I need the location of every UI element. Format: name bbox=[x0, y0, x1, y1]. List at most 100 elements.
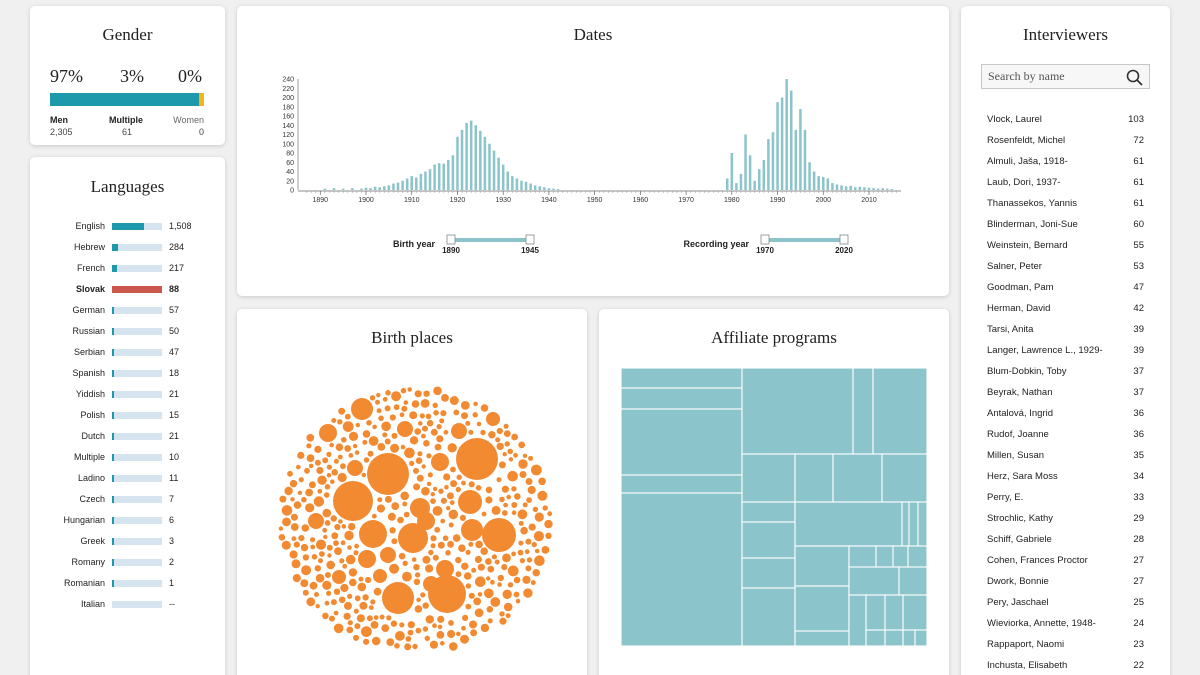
birth-place-bubble[interactable] bbox=[300, 543, 309, 552]
birth-place-bubble[interactable] bbox=[413, 467, 419, 474]
birth-place-bubble[interactable] bbox=[447, 443, 457, 453]
birth-place-bubble[interactable] bbox=[382, 582, 414, 614]
birth-place-bubble[interactable] bbox=[389, 563, 400, 574]
birth-place-bubble[interactable] bbox=[496, 442, 504, 451]
birth-place-bubble[interactable] bbox=[436, 424, 442, 430]
birth-place-bubble[interactable] bbox=[393, 404, 400, 411]
birth-place-bubble[interactable] bbox=[381, 421, 391, 432]
birth-place-bubble[interactable] bbox=[461, 625, 466, 631]
birth-place-bubble[interactable] bbox=[429, 640, 438, 649]
birth-place-bubble[interactable] bbox=[348, 453, 354, 458]
birth-place-bubble[interactable] bbox=[290, 513, 298, 521]
birth-place-bubble[interactable] bbox=[302, 589, 309, 596]
birth-place-bubble[interactable] bbox=[443, 473, 451, 481]
birth-place-bubble[interactable] bbox=[523, 588, 533, 598]
birth-place-bubble[interactable] bbox=[520, 526, 528, 535]
birth-place-bubble[interactable] bbox=[488, 431, 496, 439]
birth-place-bubble[interactable] bbox=[290, 523, 299, 531]
birth-place-bubble[interactable] bbox=[432, 554, 439, 561]
birth-place-bubble[interactable] bbox=[338, 519, 343, 524]
language-row[interactable]: Slovak 88 bbox=[30, 282, 225, 296]
birth-place-bubble[interactable] bbox=[526, 557, 533, 563]
birth-place-bubble[interactable] bbox=[409, 411, 418, 420]
language-row[interactable]: English 1,508 bbox=[30, 219, 225, 233]
birth-place-bubble[interactable] bbox=[354, 595, 361, 602]
birth-place-bubble[interactable] bbox=[347, 593, 353, 599]
birth-place-bubble[interactable] bbox=[319, 424, 337, 442]
birth-place-bubble[interactable] bbox=[395, 631, 405, 641]
birth-place-bubble[interactable] bbox=[514, 493, 521, 500]
birth-place-bubble[interactable] bbox=[373, 569, 387, 583]
birth-place-bubble[interactable] bbox=[326, 560, 335, 570]
interviewer-row[interactable]: Salner, Peter 53 bbox=[987, 259, 1144, 275]
interviewer-row[interactable]: Rosenfeldt, Michel 72 bbox=[987, 133, 1144, 149]
treemap-cell[interactable] bbox=[620, 474, 743, 494]
birth-place-bubble[interactable] bbox=[340, 540, 346, 546]
birth-place-bubble[interactable] bbox=[502, 589, 512, 599]
birth-place-bubble[interactable] bbox=[330, 515, 337, 522]
birth-place-bubble[interactable] bbox=[531, 541, 537, 548]
birth-place-bubble[interactable] bbox=[477, 592, 483, 597]
birth-place-bubble[interactable] bbox=[337, 472, 347, 483]
birth-place-bubble[interactable] bbox=[347, 620, 353, 626]
birth-place-bubble[interactable] bbox=[348, 431, 359, 441]
birth-place-bubble[interactable] bbox=[433, 386, 442, 396]
birth-place-bubble[interactable] bbox=[451, 423, 467, 439]
birth-place-bubble[interactable] bbox=[547, 511, 553, 517]
birth-place-bubble[interactable] bbox=[507, 565, 519, 577]
birth-place-bubble[interactable] bbox=[465, 583, 472, 589]
birth-place-bubble[interactable] bbox=[436, 435, 444, 443]
birth-place-bubble[interactable] bbox=[480, 429, 486, 436]
birth-place-bubble[interactable] bbox=[461, 480, 466, 486]
interviewer-row[interactable]: Thanassekos, Yannis 61 bbox=[987, 196, 1144, 212]
birth-place-bubble[interactable] bbox=[487, 618, 493, 624]
treemap-cell[interactable] bbox=[741, 587, 796, 647]
gender-bar-multiple[interactable] bbox=[199, 93, 204, 106]
birth-place-bubble[interactable] bbox=[323, 534, 328, 540]
birth-place-bubble[interactable] bbox=[449, 500, 455, 505]
birth-place-bubble[interactable] bbox=[324, 520, 331, 526]
birth-place-bubble[interactable] bbox=[407, 621, 415, 629]
birth-place-bubble[interactable] bbox=[326, 544, 333, 551]
birth-place-bubble[interactable] bbox=[333, 588, 341, 595]
birth-place-bubble[interactable] bbox=[306, 433, 315, 442]
birth-place-bubble[interactable] bbox=[436, 560, 454, 578]
birth-place-bubble[interactable] bbox=[533, 531, 544, 542]
birth-place-bubble[interactable] bbox=[333, 481, 373, 521]
birth-place-bubble[interactable] bbox=[413, 483, 421, 491]
language-row[interactable]: Ladino 11 bbox=[30, 471, 225, 485]
language-row[interactable]: Spanish 18 bbox=[30, 366, 225, 380]
birth-place-bubble[interactable] bbox=[382, 432, 388, 438]
birth-place-bubble[interactable] bbox=[353, 634, 359, 641]
birth-place-bubble[interactable] bbox=[322, 508, 332, 518]
birth-place-bubble[interactable] bbox=[351, 398, 373, 420]
birth-place-bubble[interactable] bbox=[455, 486, 461, 493]
birth-place-bubble[interactable] bbox=[305, 503, 315, 513]
birth-place-bubble[interactable] bbox=[476, 421, 482, 427]
birth-place-bubble[interactable] bbox=[522, 453, 528, 458]
birth-place-bubble[interactable] bbox=[362, 439, 368, 445]
birth-place-bubble[interactable] bbox=[377, 497, 383, 503]
birth-place-bubble[interactable] bbox=[473, 597, 482, 606]
birth-place-bubble[interactable] bbox=[528, 523, 536, 531]
treemap-cell[interactable] bbox=[848, 594, 867, 647]
birth-place-bubble[interactable] bbox=[310, 537, 316, 543]
birth-place-bubble[interactable] bbox=[431, 453, 449, 471]
birth-place-bubble[interactable] bbox=[384, 405, 391, 412]
birth-place-bubble[interactable] bbox=[484, 588, 494, 599]
birth-place-bubble[interactable] bbox=[314, 445, 322, 453]
birth-place-bubble[interactable] bbox=[292, 574, 301, 583]
birth-place-bubble[interactable] bbox=[306, 454, 315, 462]
language-row[interactable]: Yiddish 21 bbox=[30, 387, 225, 401]
birth-place-bubble[interactable] bbox=[456, 631, 461, 637]
birth-place-bubble[interactable] bbox=[289, 479, 298, 488]
birth-place-bubble[interactable] bbox=[496, 477, 502, 483]
birth-place-bubble[interactable] bbox=[532, 569, 540, 577]
birth-place-bubble[interactable] bbox=[501, 485, 509, 493]
treemap-cell[interactable] bbox=[881, 453, 928, 503]
birth-place-bubble[interactable] bbox=[366, 420, 372, 426]
birth-place-bubble[interactable] bbox=[518, 540, 524, 546]
treemap-cell[interactable] bbox=[898, 566, 928, 596]
birth-place-bubble[interactable] bbox=[338, 596, 346, 604]
language-row[interactable]: Multiple 10 bbox=[30, 450, 225, 464]
